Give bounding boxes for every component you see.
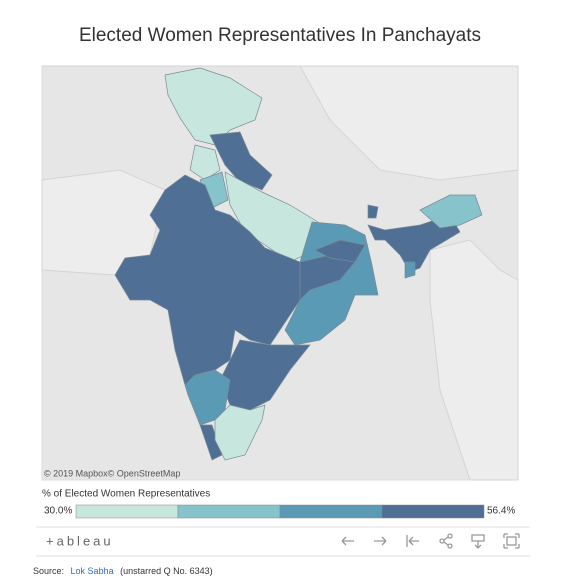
legend: % of Elected Women Representatives 30.0%…: [42, 489, 515, 519]
source: Source: Lok Sabha (unstarred Q No. 6343): [33, 566, 213, 576]
footer: Source: Lok Sabha (unstarred Q No. 6343): [33, 566, 213, 576]
legend-title: % of Elected Women Representatives: [42, 489, 210, 500]
source-prefix: Source:: [33, 566, 64, 576]
source-note: (unstarred Q No. 6343): [120, 566, 213, 576]
toolbar-icons[interactable]: [341, 533, 520, 549]
tableau-logo[interactable]: +ableau: [46, 533, 114, 548]
source-link[interactable]: Lok Sabha: [71, 566, 114, 576]
map[interactable]: © 2019 Mapbox© OpenStreetMap: [41, 65, 519, 481]
map-attribution: © 2019 Mapbox© OpenStreetMap: [44, 468, 180, 478]
legend-min: 30.0%: [44, 506, 72, 517]
legend-max: 56.4%: [487, 506, 515, 517]
title: Elected Women Representatives In Panchay…: [79, 25, 481, 46]
toolbar: +ableau: [36, 526, 530, 557]
